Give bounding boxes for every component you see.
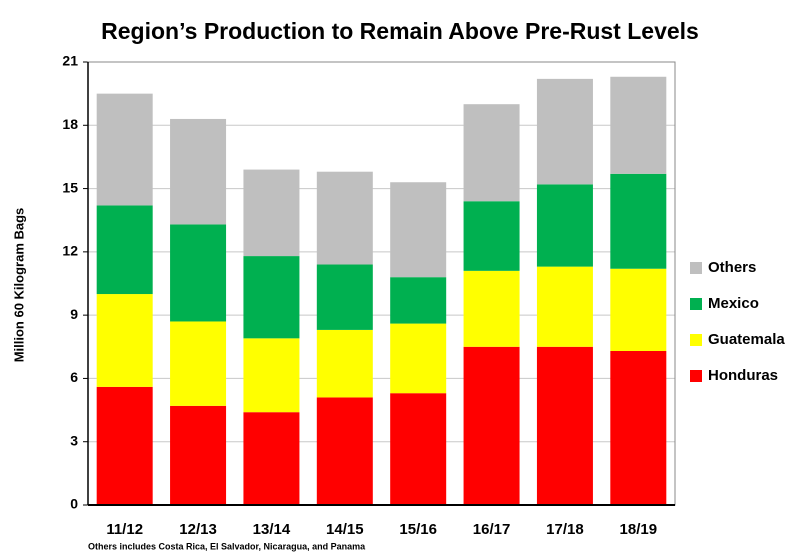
bar-segment xyxy=(316,329,373,398)
bar-segment xyxy=(243,169,300,257)
bar-segment xyxy=(96,93,153,206)
bar-segment xyxy=(96,294,153,387)
legend-label: Mexico xyxy=(708,295,759,312)
bar-segment xyxy=(463,104,520,202)
legend-label: Honduras xyxy=(708,367,778,384)
bar-segment xyxy=(170,118,227,225)
x-tick-label: 12/13 xyxy=(179,521,217,538)
bar-segment xyxy=(536,184,593,267)
footnote: Others includes Costa Rica, El Salvador,… xyxy=(88,541,366,551)
legend-swatch xyxy=(690,370,702,382)
bar-segment xyxy=(536,78,593,185)
y-axis-label: Million 60 Kilogram Bags xyxy=(11,208,26,363)
legend-label: Others xyxy=(708,259,756,276)
x-tick-label: 14/15 xyxy=(326,521,364,538)
bar-segment xyxy=(463,201,520,271)
bar-segment xyxy=(243,256,300,339)
bar-segment xyxy=(390,393,447,505)
bar-segment xyxy=(610,173,667,269)
bar-segment xyxy=(316,171,373,265)
bar-segment xyxy=(463,346,520,505)
bar-segment xyxy=(536,266,593,347)
bar-segment xyxy=(316,264,373,330)
bar-segment xyxy=(96,386,153,505)
y-tick-label: 9 xyxy=(70,306,78,322)
bar-segment xyxy=(243,338,300,413)
bar-segment xyxy=(170,405,227,505)
bar-segment xyxy=(316,397,373,505)
bar-segment xyxy=(170,224,227,322)
x-tick-label: 16/17 xyxy=(473,521,511,538)
bar-segment xyxy=(390,277,447,324)
bar-segment xyxy=(610,351,667,505)
bar-segment xyxy=(96,205,153,295)
y-tick-label: 18 xyxy=(62,116,78,132)
chart-title: Region’s Production to Remain Above Pre-… xyxy=(101,18,699,44)
bar-segment xyxy=(390,182,447,278)
x-tick-label: 11/12 xyxy=(106,521,143,538)
y-tick-label: 0 xyxy=(70,496,78,512)
y-tick-label: 21 xyxy=(62,53,78,69)
x-tick-label: 18/19 xyxy=(620,521,658,538)
legend-swatch xyxy=(690,298,702,310)
bar-segment xyxy=(243,412,300,505)
legend-label: Guatemala xyxy=(708,331,785,348)
legend-swatch xyxy=(690,262,702,274)
bar-segment xyxy=(610,268,667,352)
y-tick-label: 12 xyxy=(62,243,78,259)
y-tick-label: 15 xyxy=(62,179,78,195)
x-tick-label: 17/18 xyxy=(546,521,584,538)
y-tick-label: 6 xyxy=(70,369,78,385)
bar-segment xyxy=(170,321,227,406)
bar-segment xyxy=(536,346,593,505)
bar-segment xyxy=(463,270,520,347)
legend-swatch xyxy=(690,334,702,346)
x-tick-label: 13/14 xyxy=(253,521,291,538)
bar-segment xyxy=(610,76,667,174)
y-tick-label: 3 xyxy=(70,432,78,448)
bar-segment xyxy=(390,323,447,394)
x-tick-label: 15/16 xyxy=(399,521,437,538)
